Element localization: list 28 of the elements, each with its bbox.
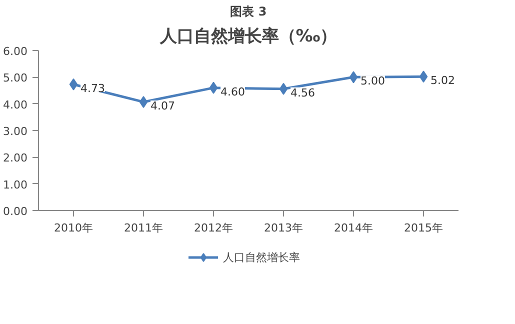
y-tick-label: 0.00 xyxy=(3,205,28,218)
x-tick-label: 2014年 xyxy=(334,222,374,234)
point xyxy=(139,96,148,108)
x-tick-label: 2012年 xyxy=(194,222,234,234)
y-tick-label: 1.00 xyxy=(3,178,28,192)
x-tick-label: 2010年 xyxy=(54,222,94,234)
chart-subtitle: 人口自然增长率（‰） xyxy=(158,26,338,46)
text: 5.02 xyxy=(430,74,455,88)
x-tick-label: 2013年 xyxy=(264,222,304,234)
point xyxy=(209,82,218,94)
point xyxy=(279,82,288,95)
text: 4.56 xyxy=(290,86,315,100)
point xyxy=(69,78,78,90)
y-tick-label: 6.00 xyxy=(3,45,28,58)
chart-title: 图表 3 xyxy=(230,4,267,18)
text: 5.00 xyxy=(360,74,385,88)
x-tick-label: 2015年 xyxy=(404,222,444,234)
x-tick-label: 2011年 xyxy=(124,222,164,234)
y-tick-label: 4.00 xyxy=(3,98,28,112)
text: 4.73 xyxy=(80,82,105,95)
y-tick-label: 5.00 xyxy=(3,72,28,85)
point xyxy=(349,71,358,84)
legend-label: 人口自然增长率 xyxy=(223,250,300,264)
y-tick-label: 3.00 xyxy=(3,125,28,138)
point xyxy=(419,70,428,83)
text: 4.07 xyxy=(150,99,175,112)
y-tick-label: 2.00 xyxy=(3,152,28,165)
text: 4.60 xyxy=(220,85,245,98)
